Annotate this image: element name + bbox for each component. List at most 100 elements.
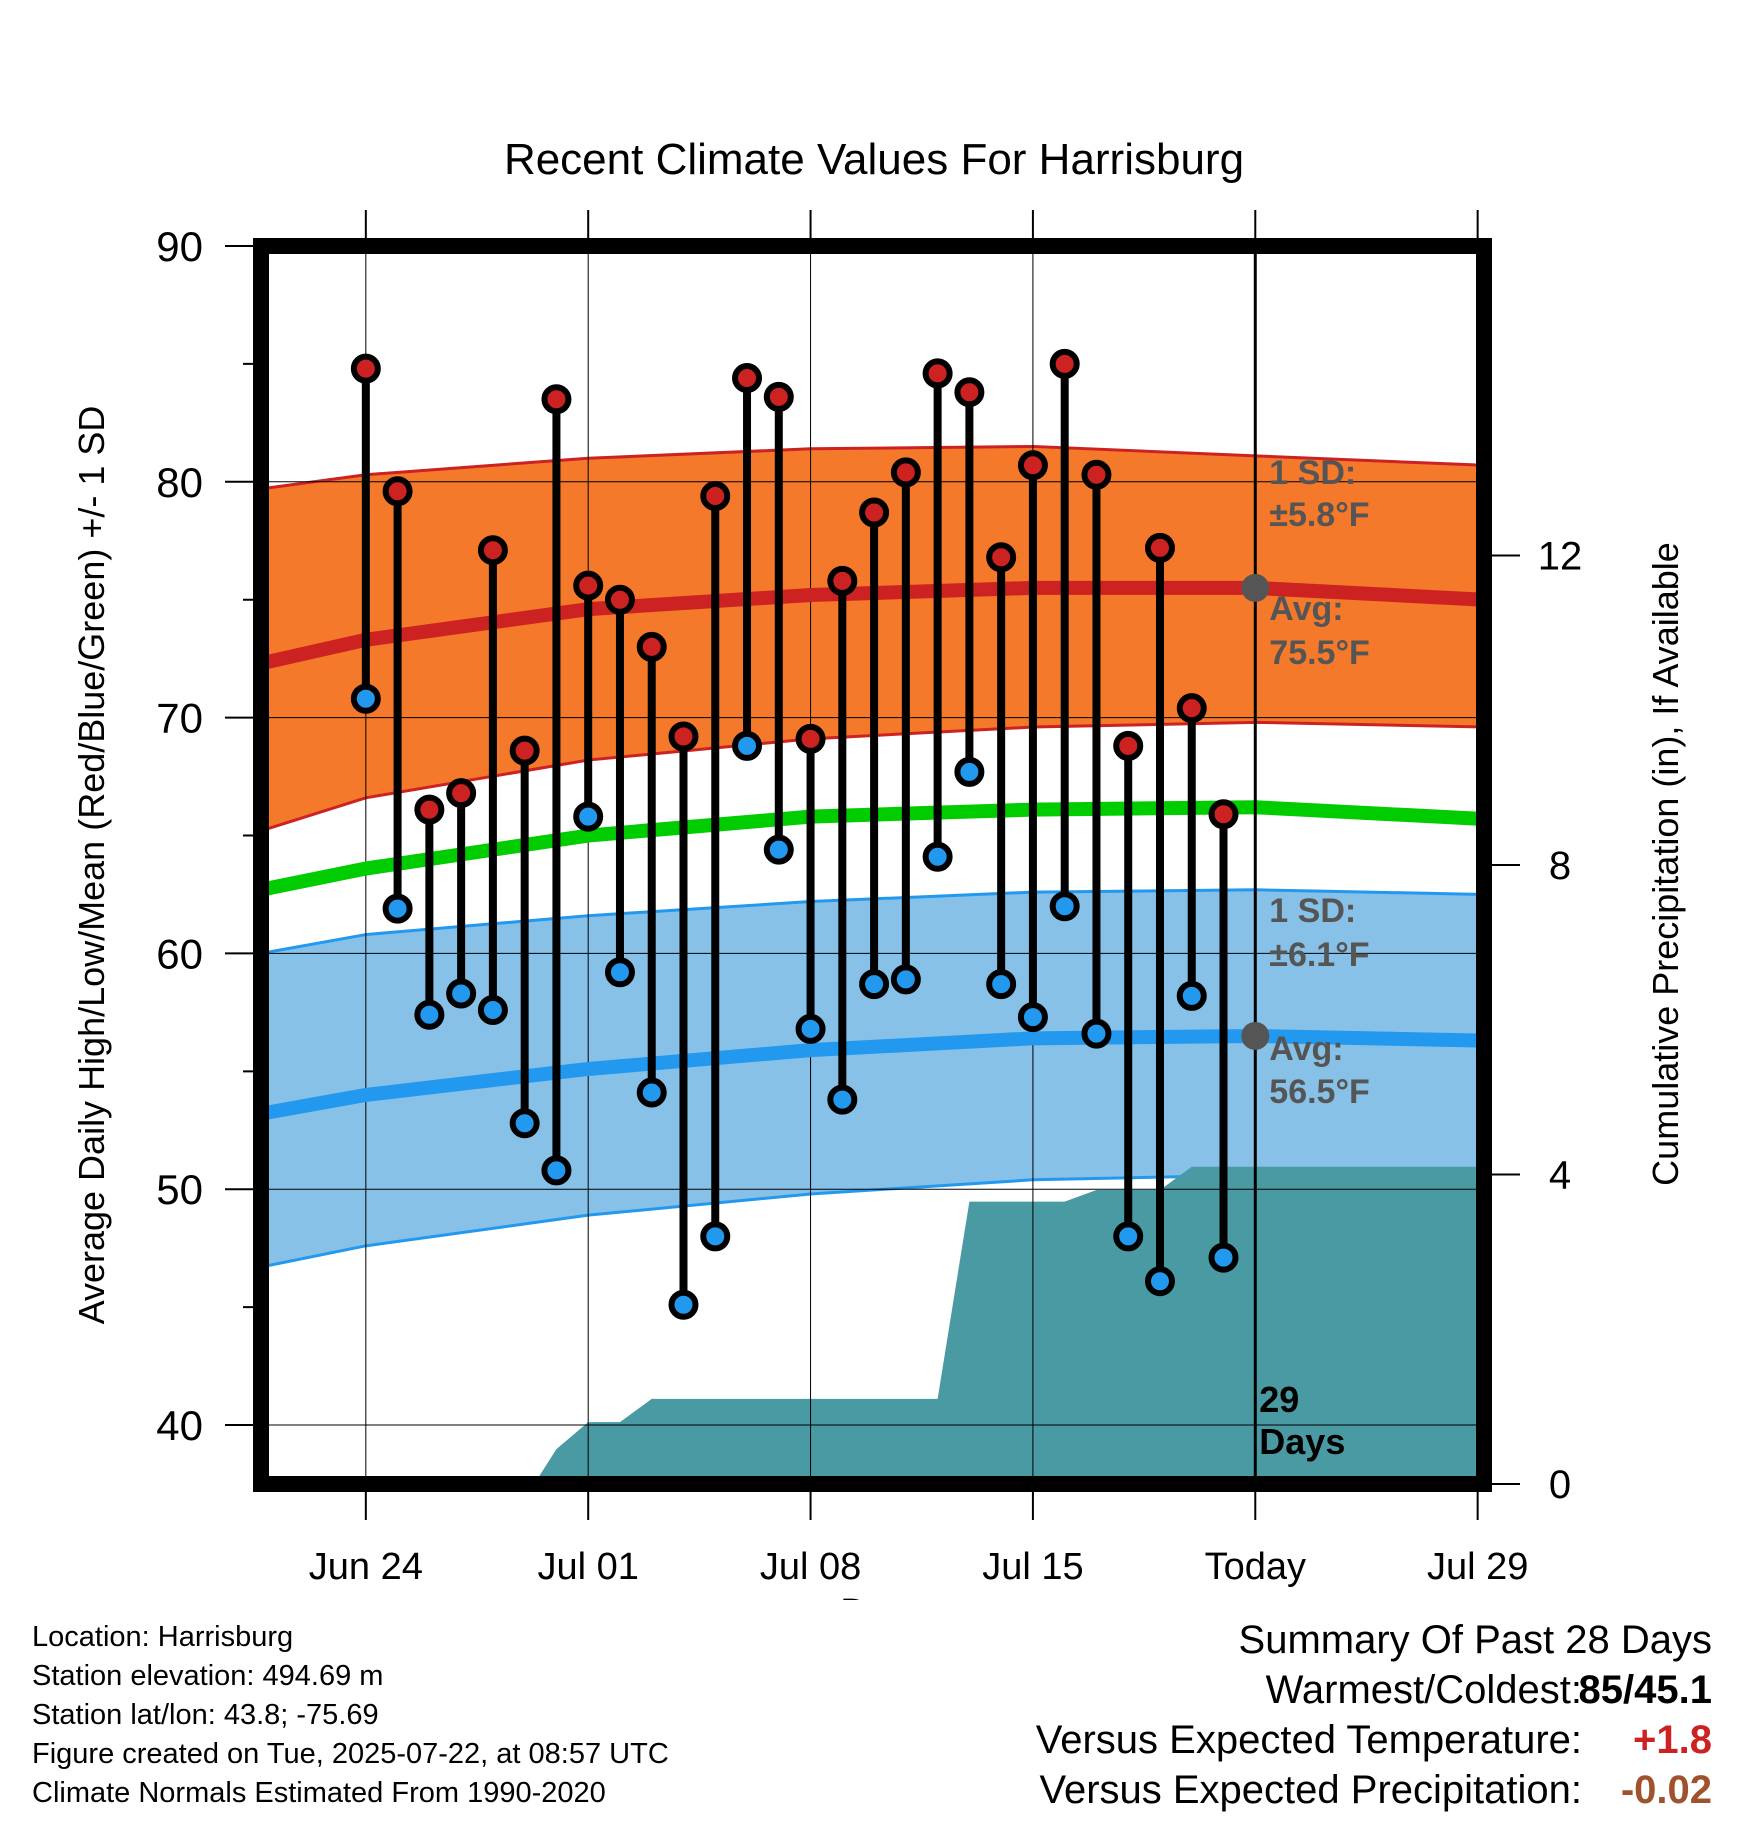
high-avg-today-marker xyxy=(1241,573,1270,602)
daily-low-point xyxy=(636,1077,667,1108)
y-tick-label: 90 xyxy=(156,223,203,270)
daily-high-point xyxy=(1176,693,1207,724)
daily-high-point xyxy=(477,535,508,566)
daily-high-point xyxy=(1049,348,1080,379)
created-text: Figure created on Tue, 2025-07-22, at 08… xyxy=(32,1738,669,1770)
y-tick-label: 40 xyxy=(156,1402,203,1449)
daily-low-point xyxy=(890,964,921,995)
daily-high-point xyxy=(986,542,1017,573)
y-tick-label: 70 xyxy=(156,695,203,742)
daily-low-point xyxy=(350,683,381,714)
summary-warmest-coldest: Warmest/Coldest: 85/45.1 xyxy=(812,1665,1712,1715)
daily-low-point xyxy=(1017,1002,1048,1033)
x-tick-label: Jul 15 xyxy=(982,1546,1083,1588)
daily-high-point xyxy=(636,631,667,662)
daily-high-point xyxy=(859,497,890,528)
latlon-text: Station lat/lon: 43.8; -75.69 xyxy=(32,1699,379,1731)
station-info: Location: Harrisburg Station elevation: … xyxy=(32,1618,932,1813)
high-sd-label: 1 SD: xyxy=(1269,454,1356,492)
daily-low-point xyxy=(827,1084,858,1115)
precipitation-area xyxy=(534,1166,1484,1484)
daily-low-point xyxy=(541,1155,572,1186)
x-tick-label: Jul 01 xyxy=(537,1546,638,1588)
daily-high-point xyxy=(573,570,604,601)
y-axis-label-right: Cumulative Precipitation (in), If Availa… xyxy=(1645,542,1686,1186)
daily-low-point xyxy=(509,1108,540,1139)
daily-high-point xyxy=(1017,450,1048,481)
elevation-text: Station elevation: 494.69 m xyxy=(32,1660,384,1692)
daily-low-point xyxy=(382,893,413,924)
daily-low-point xyxy=(477,995,508,1026)
low-sd-label: 1 SD: xyxy=(1269,892,1356,930)
location-text: Location: Harrisburg xyxy=(32,1621,294,1653)
daily-high-point xyxy=(922,358,953,389)
daily-low-point xyxy=(1113,1221,1144,1252)
daily-low-point xyxy=(1081,1018,1112,1049)
precip-label: Versus Expected Precipitation: xyxy=(1039,1768,1582,1812)
climate-chart: Recent Climate Values For Harrisburg 90 8… xyxy=(71,135,1686,1600)
daily-high-point xyxy=(446,778,477,809)
summary-title: Summary Of Past 28 Days xyxy=(1238,1618,1712,1662)
daily-high-point xyxy=(509,735,540,766)
y-axis-label-left: Average Daily High/Low/Mean (Red/Blue/Gr… xyxy=(71,406,112,1325)
daily-high-point xyxy=(1144,532,1175,563)
daily-low-point xyxy=(668,1289,699,1320)
summary-panel: Summary Of Past 28 Days Warmest/Coldest:… xyxy=(812,1615,1712,1815)
temp-label: Versus Expected Temperature: xyxy=(1035,1718,1582,1762)
daily-high-point xyxy=(1208,799,1239,830)
warmest-coldest-value: 85/45.1 xyxy=(1578,1668,1712,1712)
daily-low-point xyxy=(1049,891,1080,922)
daily-high-point xyxy=(668,721,699,752)
daily-low-point xyxy=(1144,1266,1175,1297)
daily-high-point xyxy=(350,353,381,384)
normals-text: Climate Normals Estimated From 1990-2020 xyxy=(32,1777,606,1809)
daily-low-point xyxy=(922,841,953,872)
daily-high-point xyxy=(827,565,858,596)
warmest-coldest-label: Warmest/Coldest: xyxy=(1265,1668,1582,1712)
high-avg-label: Avg: xyxy=(1269,590,1343,628)
y-tick-label: 50 xyxy=(156,1166,203,1213)
low-sd-value: ±6.1°F xyxy=(1269,936,1369,974)
y-tick-label: 80 xyxy=(156,459,203,506)
daily-low-point xyxy=(604,957,635,988)
high-sd-value: ±5.8°F xyxy=(1269,496,1369,534)
days-count-label: 29 xyxy=(1259,1379,1299,1420)
chart-title: Recent Climate Values For Harrisburg xyxy=(504,135,1244,184)
y-tick-label: 60 xyxy=(156,930,203,977)
x-tick-label: Today xyxy=(1205,1546,1306,1588)
y2-tick-label: 8 xyxy=(1549,844,1571,888)
daily-low-point xyxy=(732,730,763,761)
y2-tick-label: 0 xyxy=(1549,1463,1571,1507)
low-avg-today-marker xyxy=(1241,1021,1270,1050)
daily-high-point xyxy=(890,457,921,488)
temp-value: +1.8 xyxy=(1633,1718,1712,1762)
low-avg-value: 56.5°F xyxy=(1269,1073,1370,1111)
high-avg-value: 75.5°F xyxy=(1269,634,1370,672)
daily-low-point xyxy=(1176,980,1207,1011)
summary-precip: Versus Expected Precipitation: -0.02 xyxy=(812,1765,1712,1815)
y2-tick-label: 4 xyxy=(1549,1154,1571,1198)
days-word-label: Days xyxy=(1259,1421,1345,1462)
low-avg-label: Avg: xyxy=(1269,1030,1343,1068)
daily-low-point xyxy=(986,969,1017,1000)
daily-high-point xyxy=(1081,459,1112,490)
daily-low-point xyxy=(954,756,985,787)
precip-value: -0.02 xyxy=(1620,1768,1712,1812)
daily-low-point xyxy=(573,801,604,832)
daily-low-point xyxy=(700,1221,731,1252)
daily-low-point xyxy=(859,969,890,1000)
daily-low-point xyxy=(795,1013,826,1044)
daily-low-point xyxy=(446,978,477,1009)
daily-low-point xyxy=(414,999,445,1030)
x-tick-label: Jun 24 xyxy=(309,1546,423,1588)
daily-high-point xyxy=(604,584,635,615)
daily-high-point xyxy=(732,363,763,394)
y2-tick-label: 12 xyxy=(1538,535,1583,579)
summary-temp: Versus Expected Temperature: +1.8 xyxy=(812,1715,1712,1765)
daily-high-point xyxy=(700,480,731,511)
daily-high-point xyxy=(382,476,413,507)
daily-high-point xyxy=(954,377,985,408)
daily-high-point xyxy=(414,794,445,825)
x-tick-label: Jul 29 xyxy=(1427,1546,1528,1588)
daily-high-point xyxy=(795,723,826,754)
